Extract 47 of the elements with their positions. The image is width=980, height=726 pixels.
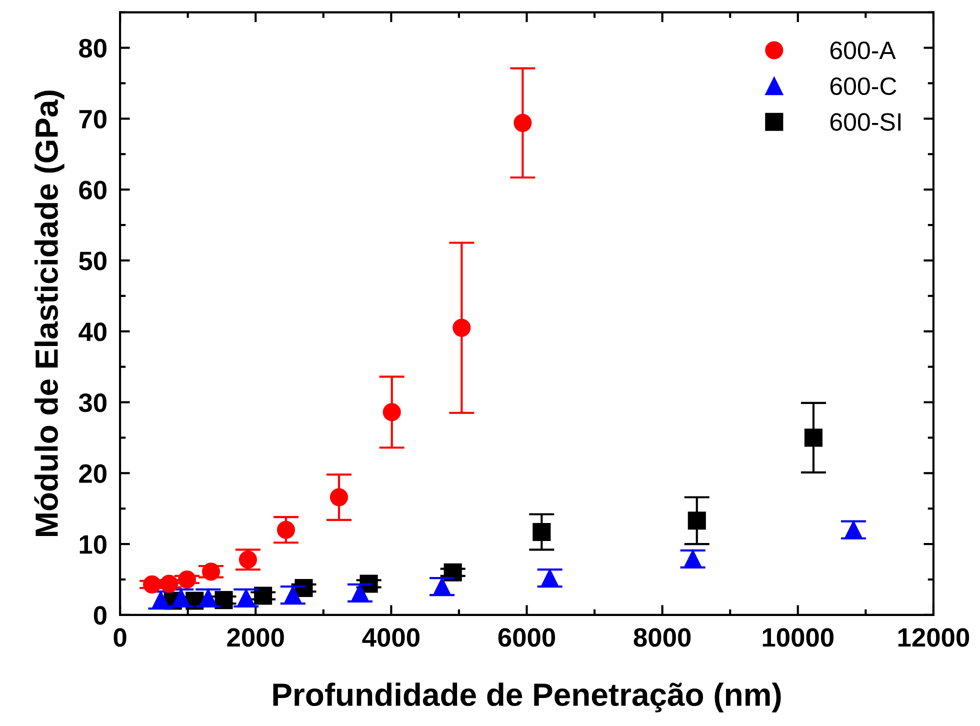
point — [284, 586, 302, 604]
point — [540, 569, 559, 588]
point — [202, 562, 220, 581]
y-tick-label: 70 — [79, 110, 106, 128]
legend-label: 600-A — [830, 42, 896, 60]
point — [178, 570, 196, 589]
point — [514, 114, 532, 132]
x-axis-title: Profundidade de Penetração (nm) — [273, 682, 781, 712]
point — [172, 588, 190, 607]
point — [804, 428, 822, 447]
y-tick-label: 60 — [79, 180, 106, 200]
y-tick-label: 20 — [79, 464, 106, 483]
point — [254, 586, 272, 605]
y-tick-label: 10 — [80, 535, 106, 554]
point — [237, 588, 256, 607]
point — [452, 318, 471, 337]
y-tick-label: 30 — [78, 393, 106, 412]
x-tick-label: 4000 — [362, 628, 420, 647]
point — [532, 522, 551, 542]
point — [143, 575, 162, 594]
point — [684, 550, 702, 568]
x-tick-label: 0 — [114, 628, 126, 647]
x-tick-label: 2000 — [227, 628, 284, 647]
legend-label: 600-C — [830, 77, 896, 96]
point — [444, 563, 462, 582]
x-tick-label: 8000 — [634, 628, 691, 647]
point — [432, 578, 452, 596]
point — [238, 550, 257, 569]
point — [350, 584, 370, 602]
point — [152, 591, 170, 610]
y-tick-label: 0 — [94, 606, 106, 625]
point — [199, 588, 218, 607]
legend-label: 600-SI — [830, 113, 901, 131]
x-tick-label: 10000 — [762, 628, 834, 647]
point — [330, 488, 348, 506]
point — [276, 520, 296, 539]
x-tick-label: 12000 — [898, 628, 970, 647]
y-tick-label: 80 — [79, 38, 106, 58]
point — [844, 520, 862, 539]
point — [688, 512, 706, 530]
y-axis-title: Módulo de Elasticidade (GPa) — [34, 90, 64, 536]
x-tick-label: 6000 — [498, 628, 556, 647]
point — [382, 403, 401, 422]
point — [214, 591, 233, 610]
y-tick-label: 50 — [79, 252, 106, 270]
point — [160, 574, 178, 593]
y-tick-label: 40 — [78, 322, 106, 342]
